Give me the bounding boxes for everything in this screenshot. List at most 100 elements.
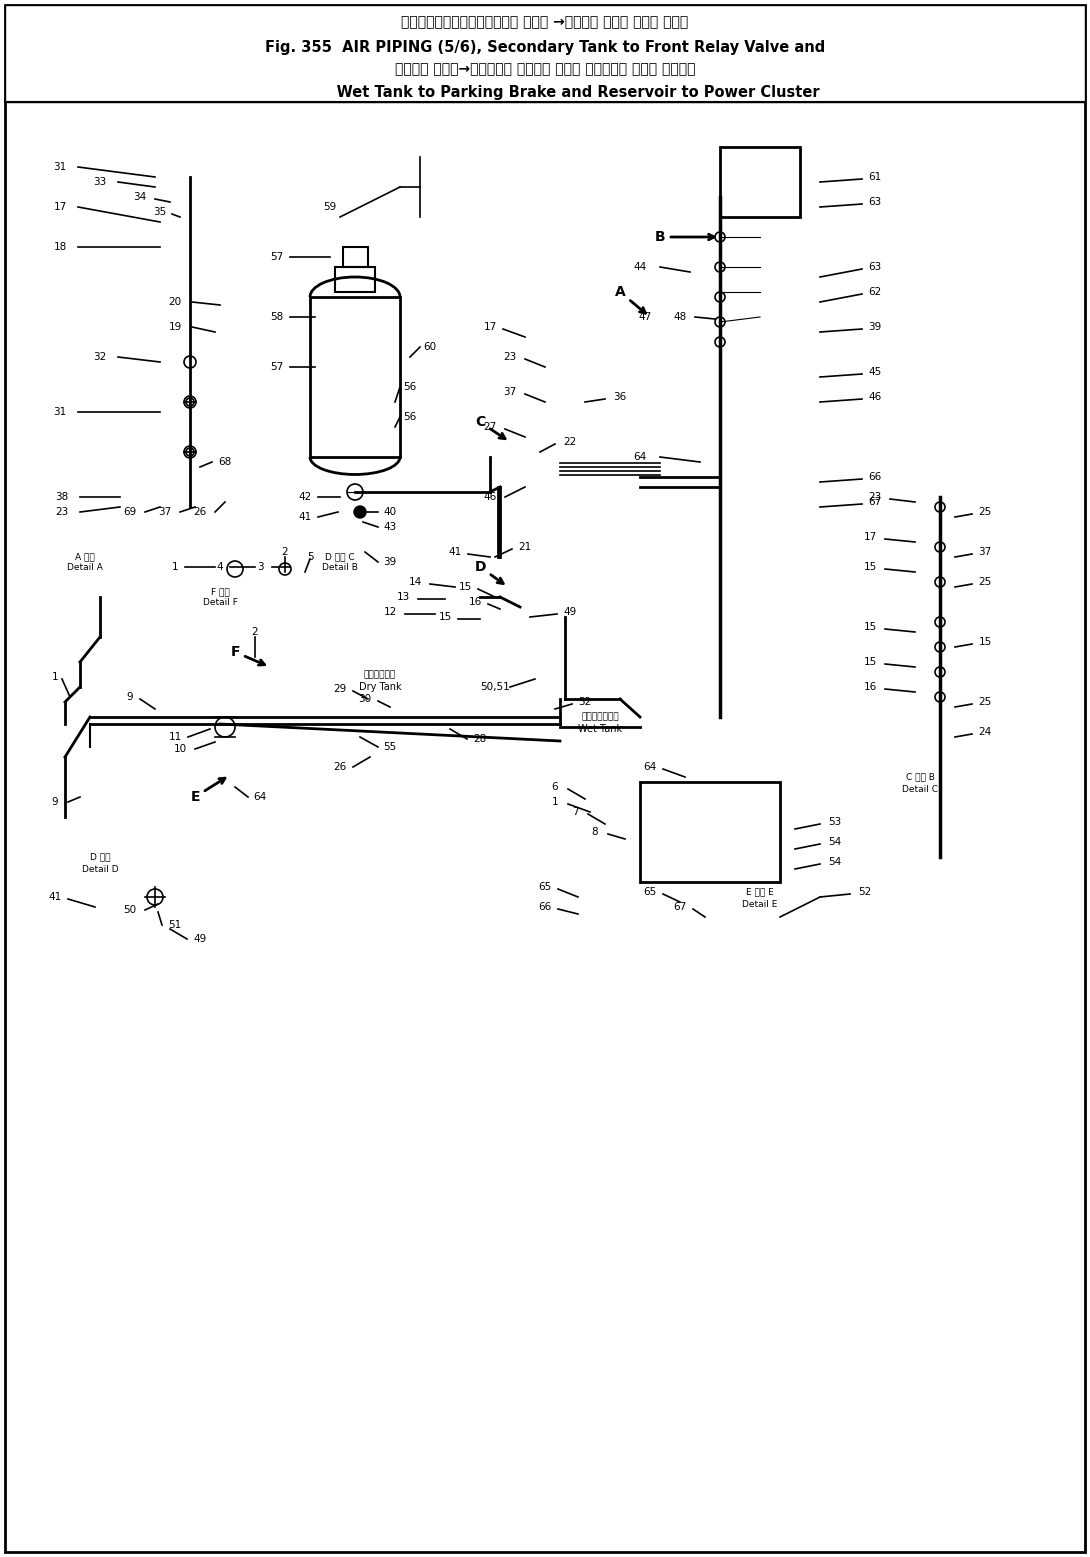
Text: 16: 16 <box>469 596 482 607</box>
Text: ドライタンク: ドライタンク <box>364 671 396 679</box>
Text: Detail D: Detail D <box>82 864 119 873</box>
Text: 27: 27 <box>483 422 497 431</box>
Text: 2: 2 <box>252 627 258 637</box>
Text: 60: 60 <box>423 343 437 352</box>
Text: 15: 15 <box>863 657 876 666</box>
Bar <box>720 146 800 216</box>
Text: 61: 61 <box>869 171 882 182</box>
Text: 2: 2 <box>281 547 289 557</box>
Text: ウェット タンク→パーキング ブレーキ および リザーバー パワー クラスタ: ウェット タンク→パーキング ブレーキ および リザーバー パワー クラスタ <box>395 62 695 76</box>
Text: 42: 42 <box>299 492 312 501</box>
Text: Detail A: Detail A <box>68 562 102 571</box>
Text: C 詳細 B: C 詳細 B <box>906 772 934 782</box>
Text: 15: 15 <box>863 562 876 571</box>
Text: 17: 17 <box>483 322 497 332</box>
Text: 66: 66 <box>538 902 552 912</box>
Text: F 詳細: F 詳細 <box>210 587 229 596</box>
Text: A 詳細: A 詳細 <box>75 553 95 562</box>
Text: 63: 63 <box>869 262 882 272</box>
Text: Wet Tank: Wet Tank <box>578 724 622 733</box>
Text: 67: 67 <box>674 902 687 912</box>
Text: 51: 51 <box>168 920 182 930</box>
Bar <box>335 266 375 293</box>
Text: 58: 58 <box>270 311 283 322</box>
Text: 41: 41 <box>299 512 312 522</box>
Text: 20: 20 <box>169 297 182 307</box>
Text: 11: 11 <box>168 732 182 743</box>
Bar <box>310 297 400 458</box>
Text: 15: 15 <box>459 582 472 592</box>
Text: 47: 47 <box>639 311 652 322</box>
Text: 29: 29 <box>334 684 347 694</box>
Text: 23: 23 <box>56 508 69 517</box>
Text: 17: 17 <box>863 532 876 542</box>
Text: 59: 59 <box>324 202 337 212</box>
Text: 41: 41 <box>48 892 62 902</box>
Text: 67: 67 <box>869 497 882 508</box>
Text: 22: 22 <box>564 438 577 447</box>
Bar <box>640 782 780 881</box>
Text: 44: 44 <box>633 262 646 272</box>
Text: Detail C: Detail C <box>903 785 938 794</box>
Text: 49: 49 <box>193 934 207 944</box>
Text: 21: 21 <box>519 542 532 553</box>
Text: 56: 56 <box>403 381 416 392</box>
Text: 37: 37 <box>158 508 171 517</box>
Text: ウェットタンク: ウェットタンク <box>581 713 619 721</box>
Text: 25: 25 <box>979 508 992 517</box>
Text: Detail E: Detail E <box>742 900 777 908</box>
Text: 49: 49 <box>564 607 577 617</box>
Text: 7: 7 <box>571 807 579 817</box>
Text: C: C <box>475 416 505 439</box>
Text: 32: 32 <box>94 352 107 361</box>
Text: 64: 64 <box>633 452 646 462</box>
Text: 45: 45 <box>869 367 882 377</box>
Text: 15: 15 <box>438 612 451 621</box>
Text: 25: 25 <box>979 698 992 707</box>
Text: 36: 36 <box>614 392 627 402</box>
Text: 35: 35 <box>154 207 167 216</box>
Text: 23: 23 <box>504 352 517 361</box>
Text: A: A <box>615 285 645 313</box>
Circle shape <box>354 506 366 518</box>
Text: 52: 52 <box>579 698 592 707</box>
Text: 26: 26 <box>193 508 207 517</box>
Text: 46: 46 <box>869 392 882 402</box>
Text: 64: 64 <box>643 761 656 772</box>
Text: 40: 40 <box>384 508 397 517</box>
Text: 37: 37 <box>504 388 517 397</box>
Text: 48: 48 <box>674 311 687 322</box>
Text: 43: 43 <box>384 522 397 532</box>
Text: 10: 10 <box>173 744 186 754</box>
Text: 14: 14 <box>409 578 422 587</box>
Text: 33: 33 <box>94 177 107 187</box>
Text: 15: 15 <box>979 637 992 648</box>
Text: D 詳細: D 詳細 <box>89 853 110 861</box>
Text: 25: 25 <box>979 578 992 587</box>
Text: 65: 65 <box>538 881 552 892</box>
Text: E 詳細 E: E 詳細 E <box>747 887 774 897</box>
Text: 52: 52 <box>859 887 872 897</box>
Text: 34: 34 <box>133 192 147 202</box>
Text: 23: 23 <box>869 492 882 501</box>
Text: 56: 56 <box>403 413 416 422</box>
Text: 16: 16 <box>863 682 876 691</box>
Text: 57: 57 <box>270 252 283 262</box>
Text: 62: 62 <box>869 286 882 297</box>
Text: Fig. 355  AIR PIPING (5/6), Secondary Tank to Front Relay Valve and: Fig. 355 AIR PIPING (5/6), Secondary Tan… <box>265 39 825 54</box>
Text: 69: 69 <box>123 508 136 517</box>
Text: 1: 1 <box>552 797 558 807</box>
Text: B: B <box>655 230 714 244</box>
Text: 46: 46 <box>483 492 497 501</box>
Text: 37: 37 <box>979 547 992 557</box>
Text: 4: 4 <box>217 562 223 571</box>
Text: 15: 15 <box>863 621 876 632</box>
Text: 38: 38 <box>56 492 69 501</box>
Text: Detail F: Detail F <box>203 598 238 607</box>
Text: 57: 57 <box>270 361 283 372</box>
Text: 28: 28 <box>473 733 486 744</box>
Text: 5: 5 <box>306 553 313 562</box>
Text: 50: 50 <box>123 905 136 916</box>
Text: F: F <box>230 645 265 665</box>
Text: 12: 12 <box>384 607 397 617</box>
